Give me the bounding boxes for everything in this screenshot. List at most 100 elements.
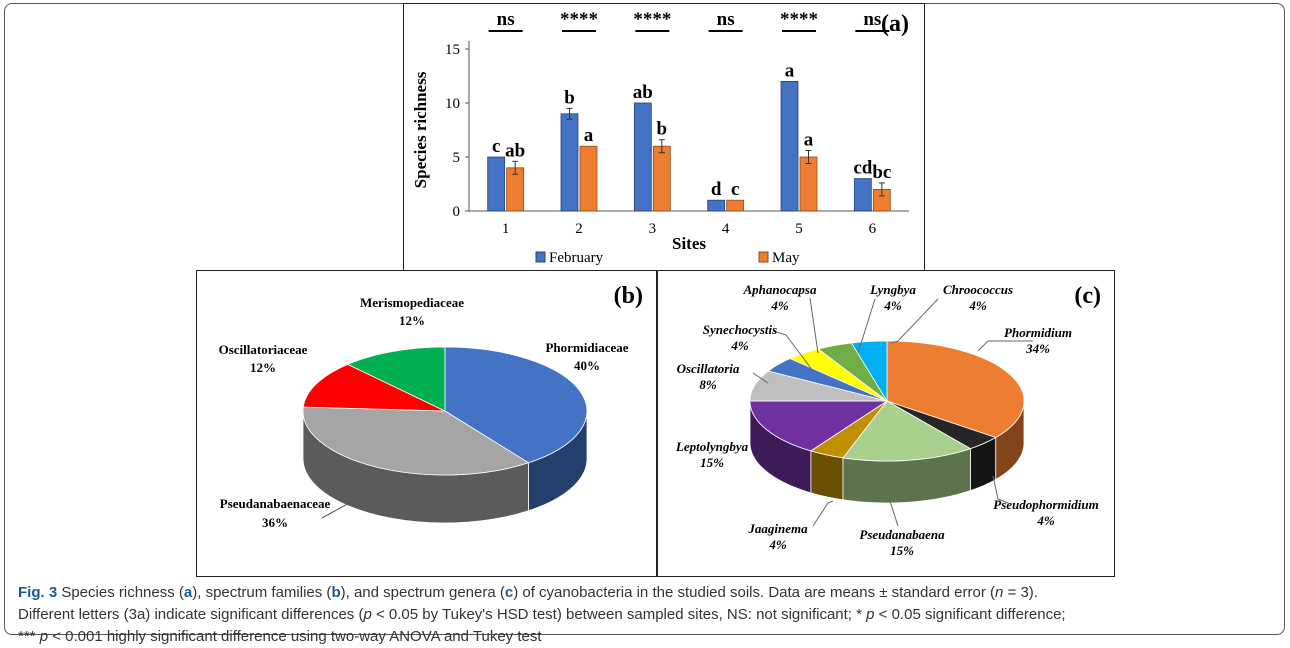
caption-line2b: < 0.05 by Tukey's HSD test) between samp… [371,606,867,623]
significance-label: **** [780,9,818,30]
panel-a-bar-chart: 0 5 10 15 Species richness 1 ns c ab 2 **** b a 3 ****… [403,3,925,271]
letter-label: a [785,60,795,81]
caption-text-1: Species richness ( [57,584,184,601]
caption-n: n [995,584,1004,601]
slice-percent: 40% [574,358,600,373]
bar-may [579,145,598,212]
bar-february [633,102,652,212]
pie-slice-merismopediaceae [346,346,446,412]
leader-line [812,500,834,527]
bar-february [780,81,799,212]
leader-line [809,297,819,354]
caption-text-2: ), spectrum families ( [192,584,332,601]
slice-label: Chroococcus [943,282,1013,297]
pie-slice-phormidiaceae [444,346,588,464]
letter-label: bc [872,162,891,183]
significance-label: **** [633,9,671,30]
pie-slice-oscillatoriaceae [302,363,446,412]
bar-february [853,178,872,212]
caption-text-5: = 3). [1003,584,1038,601]
significance-label: ns [717,9,735,30]
slice-label: Lyngbya [869,282,916,297]
figure-caption: Fig. 3 Species richness (a), spectrum fa… [18,582,1268,648]
letter-label: c [492,136,500,157]
caption-b: b [331,584,341,601]
leader-line [889,500,899,527]
slice-label: Phormidium [1004,325,1072,340]
legend-swatch [758,251,769,263]
letter-label: c [731,179,739,200]
letter-label: ab [505,140,525,161]
slice-percent: 12% [250,360,276,375]
pie-genera-svg: (c)Phormidium34%Pseudophormidium4%Pseuda… [675,282,1101,558]
slice-percent: 36% [262,515,288,530]
significance-label: **** [560,9,598,30]
caption-c: c [504,584,514,601]
x-tick-label: 2 [575,221,583,237]
significance-label: ns [863,9,881,30]
caption-fig-label: Fig. 3 [18,584,58,601]
pie-families-svg: (b) Phormidiaceae 40% Pseudanabaenaceae 36% O… [219,283,643,530]
slice-percent: 12% [399,313,425,328]
slice-label: Pseudanabaenaceae [220,496,331,511]
bar-may [799,156,818,212]
leader-line [891,298,939,344]
bar-may [652,145,671,212]
slice-percent: 4% [770,298,789,313]
leader-line [772,330,814,372]
letter-label: ab [633,82,653,103]
caption-text-3: ), and spectrum genera ( [340,584,505,601]
slice-percent: 15% [700,455,724,470]
slice-label: Synechocystis [703,322,777,337]
caption-p3: p [39,628,49,645]
y-tick-label: 15 [445,42,460,58]
bar-february [560,113,579,212]
leader-line [321,495,363,519]
leader-line [857,298,876,354]
slice-percent: 15% [890,543,914,558]
slice-label: Oscillatoria [677,361,740,376]
y-tick-label: 0 [453,204,461,220]
caption-line2c: < 0.05 significant difference; [874,606,1066,623]
slice-label: Leptolyngbya [675,439,749,454]
caption-a: a [183,584,193,601]
x-tick-label: 5 [795,221,803,237]
caption-line3a: *** [18,628,40,645]
slice-label: Merismopediaceae [360,295,464,310]
legend-swatch [535,251,546,263]
x-tick-label: 6 [869,221,877,237]
panel-label: (a) [881,11,909,37]
pie-slice-pseudanabaena [842,400,972,462]
bar-february [707,199,726,212]
pie-slice-leptolyngbya [749,400,889,452]
slice-label: Pseudanabaena [859,527,945,542]
panel-label: (b) [614,283,643,309]
letter-label: d [711,179,722,200]
letter-label: b [564,87,575,108]
slice-label: Oscillatoriaceae [219,342,308,357]
panel-c-pie-genera: (c) Phormidium 34% Pseudophormidium 4% Pseuda… [657,270,1115,577]
caption-line3b: < 0.001 highly significant difference us… [48,628,542,645]
slice-percent: 4% [1036,513,1055,528]
pie-slice-side-jaaginema [810,450,844,501]
y-tick-label: 5 [453,150,461,166]
slice-label: Aphanocapsa [743,282,817,297]
pie-slice-pseudanabaenaceae [302,406,530,476]
slice-label: Jaaginema [747,521,808,536]
caption-text-4: ) of cyanobacteria in the studied soils.… [513,584,996,601]
caption-p2: p [866,606,875,623]
slice-percent: 4% [768,537,787,552]
slice-percent: 8% [699,377,717,392]
letter-label: a [584,125,594,146]
panel-b-pie-families: (b) Phormidiaceae 40% Pseudanabaenaceae 36% O… [196,270,657,577]
y-tick-label: 10 [445,96,460,112]
bar-may [726,199,745,212]
leader-line [752,372,769,384]
slice-percent: 4% [883,298,902,313]
slice-label: Phormidiaceae [545,340,628,355]
leader-line [992,475,1009,504]
panel-label: (c) [1074,283,1101,309]
slice-percent: 4% [730,338,749,353]
x-tick-label: 1 [502,221,510,237]
